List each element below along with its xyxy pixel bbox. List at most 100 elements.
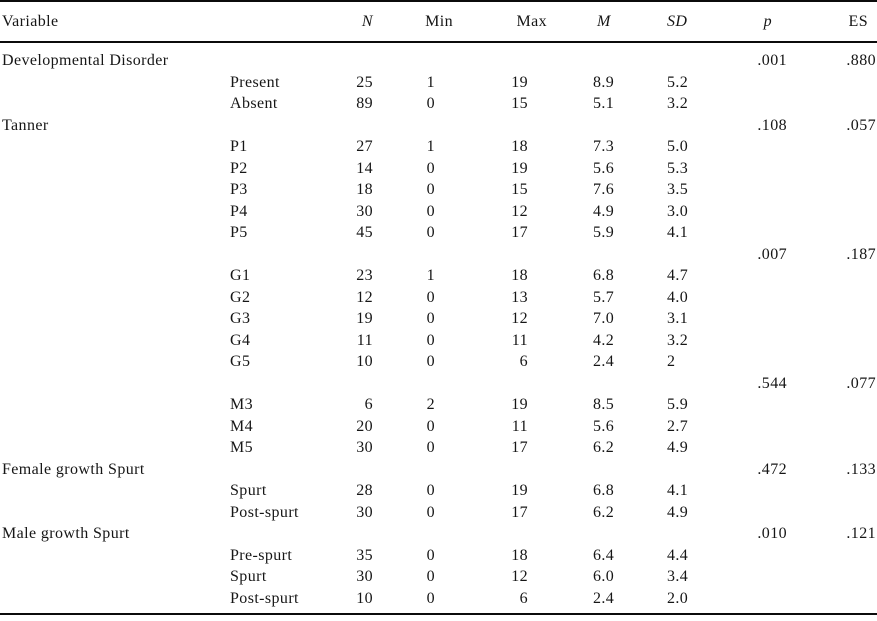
cell-sd: 3.2 [667,331,689,349]
cell-n: 28 [356,482,373,499]
cell-p [700,351,790,373]
header-row: Variable N Min Max M SD p ES [0,1,877,43]
cell-p: .108 [757,116,787,134]
cell-variable [0,136,228,158]
cell-min: 0 [426,288,435,306]
table-row: Present 25 1 19 8.9 5.2 [0,72,877,94]
cell-p [700,416,790,438]
spacer-cell [0,609,877,614]
cell-n: 30 [356,568,373,585]
table-row: .007 .187 [0,244,877,266]
cell-sd: 4.1 [667,224,689,241]
cell-max: 18 [511,267,528,284]
cell-n [346,115,378,137]
cell-sd [625,115,700,137]
cell-level [228,523,346,545]
cell-p: .472 [757,460,787,478]
cell-es [790,136,877,158]
cell-max: 11 [511,417,528,435]
cell-min: 0 [426,331,435,349]
cell-level [228,373,346,395]
cell-min: 0 [426,546,435,564]
cell-n [346,42,378,72]
table-body: Developmental Disorder .001 .880 Present 25 1… [0,42,877,609]
table-row: P5 45 0 17 5.9 4.1 [0,222,877,244]
cell-max: 19 [511,482,528,499]
cell-m [551,42,625,72]
cell-min: 0 [426,568,435,585]
cell-es [790,416,877,438]
cell-es [790,437,877,459]
table-row: G3 19 0 12 7.0 3.1 [0,308,877,330]
cell-variable [0,201,228,223]
cell-n: 20 [356,417,373,435]
spacer-row [0,609,877,614]
cell-max: 12 [511,568,528,585]
cell-max: 6 [519,353,528,370]
cell-p [700,287,790,309]
table-row: Female growth Spurt .472 .133 [0,459,877,481]
cell-p: .007 [757,245,787,263]
cell-sd: 4.7 [667,267,689,284]
column-header-p: p [700,1,790,43]
cell-es [790,502,877,524]
cell-es: .077 [846,374,876,392]
table-header: Variable N Min Max M SD p ES [0,1,877,43]
cell-m [551,373,625,395]
cell-m: 6.0 [593,568,615,585]
table-row: Tanner .108 .057 [0,115,877,137]
cell-sd: 4.9 [667,439,689,456]
cell-es [790,201,877,223]
cell-min [378,523,455,545]
cell-max [455,42,551,72]
cell-level: Post-spurt [230,589,299,607]
cell-m: 5.6 [593,417,615,435]
cell-variable: Tanner [2,116,49,134]
column-header-sd: SD [625,1,700,43]
cell-max: 6 [519,589,528,607]
cell-variable [0,93,228,115]
cell-n: 19 [356,310,373,327]
cell-p: .010 [757,525,787,542]
cell-p: .001 [757,52,787,69]
cell-p [700,222,790,244]
cell-n: 89 [356,95,373,112]
cell-n [346,244,378,266]
cell-es: .880 [846,52,876,69]
cell-level: G4 [230,331,251,349]
cell-m: 2.4 [593,589,615,607]
cell-es [790,566,877,588]
cell-sd: 3.5 [667,181,689,198]
cell-variable [0,394,228,416]
cell-variable [0,566,228,588]
cell-max: 17 [511,439,528,456]
table-row: G4 11 0 11 4.2 3.2 [0,330,877,352]
column-header-es: ES [790,1,877,43]
cell-min: 0 [426,224,435,241]
cell-max [455,115,551,137]
cell-level: P2 [230,159,248,177]
cell-es [790,330,877,352]
table-row: P4 30 0 12 4.9 3.0 [0,201,877,223]
column-header-n: N [346,1,378,43]
cell-m: 6.8 [593,267,615,284]
cell-m [551,523,625,545]
cell-n: 23 [356,267,373,284]
table-row: G5 10 0 6 2.4 2 [0,351,877,373]
cell-es [790,222,877,244]
cell-sd: 2 [667,353,676,370]
cell-level: M5 [230,439,254,456]
cell-n: 30 [356,202,373,220]
column-header-m: M [551,1,625,43]
cell-n [346,459,378,481]
cell-max: 19 [511,396,528,413]
cell-max: 19 [511,73,528,91]
cell-variable: Female growth Spurt [2,460,145,478]
cell-level: G5 [230,353,251,370]
cell-variable [0,437,228,459]
cell-m: 4.9 [593,202,615,220]
cell-min: 0 [426,482,435,499]
cell-variable [0,416,228,438]
cell-min [378,115,455,137]
cell-min: 0 [426,310,435,327]
